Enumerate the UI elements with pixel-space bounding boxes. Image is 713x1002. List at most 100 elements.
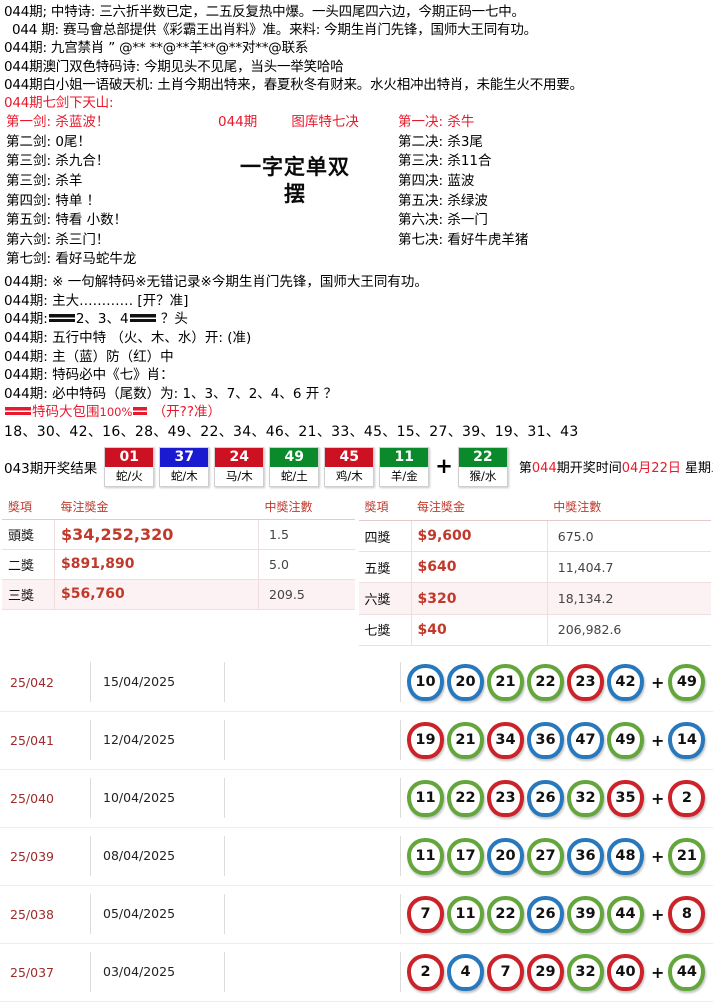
draw-ball: 32 xyxy=(567,953,604,991)
draw-id: 25/040 xyxy=(10,790,54,806)
next-draw-weekday: 二 xyxy=(711,461,713,476)
draw-date: 08/04/2025 xyxy=(90,836,225,877)
prize-level: 二獎 xyxy=(2,549,55,580)
draw-ball: 22 xyxy=(447,779,484,817)
divider-bar-icon xyxy=(48,313,75,325)
midtext-block: 044期: ※ 一句解特码※无错记录※今期生肖门先锋，国师大王同有功。 044期… xyxy=(0,273,713,442)
draw-special-ball: 2 xyxy=(668,779,706,817)
next-draw-prefix: 第 xyxy=(518,461,532,477)
plus-icon: + xyxy=(651,672,665,692)
plus-icon: + xyxy=(651,962,665,982)
prize-count: 11,404.7 xyxy=(547,551,711,584)
result-ball: 49 蛇/土 xyxy=(269,446,320,487)
draw-ball: 27 xyxy=(527,837,564,875)
table-row[interactable]: 25/040 10/04/2025 11 22 23 26 32 35 + 2 xyxy=(0,770,713,828)
result-ball-number: 11 xyxy=(380,447,429,467)
draw-date: 12/04/2025 xyxy=(90,720,225,761)
draw-ball: 4 xyxy=(447,953,484,991)
next-draw-period: 044 xyxy=(531,461,557,477)
result-label: 043期开奖结果 xyxy=(4,460,98,477)
result-ball-number: 22 xyxy=(458,447,507,467)
draw-ball: 42 xyxy=(607,663,644,701)
draw-ball: 36 xyxy=(527,721,564,759)
prize-level: 六獎 xyxy=(358,582,412,615)
table-row[interactable]: 25/038 05/04/2025 7 11 22 26 39 44 + 8 xyxy=(0,886,713,944)
decision-item: 第四决: 蓝波 xyxy=(398,173,475,189)
news-line: 044期澳门双色特码诗: 今期见头不见尾，当头一举笑哈哈 xyxy=(4,58,344,75)
draw-special-ball: 21 xyxy=(668,837,706,875)
decision-item: 第三决: 杀11合 xyxy=(398,153,492,170)
next-draw-info: 第044期开奖时间04月22日 星期二21:30 xyxy=(519,457,713,476)
table-row[interactable]: 25/042 15/04/2025 10 20 21 22 23 42 + 49 xyxy=(0,654,713,712)
result-ball-number: 45 xyxy=(325,447,374,467)
draw-ball: 19 xyxy=(407,721,444,759)
draw-balls: 11 17 20 27 36 48 + 21 xyxy=(401,837,708,875)
table-row-empty xyxy=(2,609,355,646)
table-row: 三獎 $56,760 209.5 xyxy=(2,579,355,610)
brush-slogan: 一字定单双 摆 xyxy=(200,153,390,207)
plus-icon: + xyxy=(651,788,665,808)
draw-ball: 7 xyxy=(487,953,524,991)
sword-item: 第三剑: 杀羊 xyxy=(6,173,83,189)
news-line-highlight: 044期七剑下天山: xyxy=(4,95,114,112)
draw-spacer xyxy=(225,662,401,703)
decision-item: 第一决: 杀牛 xyxy=(398,114,475,131)
draw-ball: 29 xyxy=(527,953,564,991)
draw-ball: 21 xyxy=(447,721,484,759)
table-row[interactable]: 25/037 03/04/2025 2 4 7 29 32 40 + 44 xyxy=(0,944,713,1002)
draw-special-ball: 14 xyxy=(668,721,706,759)
sword-item: 第六剑: 杀三门！ xyxy=(6,231,110,248)
midtext-line: 044期: 五行中特 （火、木、水）开: (准) xyxy=(4,330,252,346)
draw-ball: 17 xyxy=(447,837,484,875)
draw-ball: 48 xyxy=(607,837,644,875)
draw-spacer xyxy=(225,836,401,877)
decision-item: 第六决: 杀一门 xyxy=(398,212,488,229)
divider-bar-icon xyxy=(5,406,31,418)
package-numbers: 18、30、42、16、28、49、22、34、46、21、33、45、15、2… xyxy=(4,423,579,440)
prize-level: 頭獎 xyxy=(2,519,55,550)
news-block: 044期; 中特诗: 三六折半数已定，二五反复热中爆。一头四尾四六边，今期正码一… xyxy=(0,0,713,112)
prize-table-left: 獎項 每注獎金 中獎注數 頭獎 $34,252,320 1.5 二獎 $891,… xyxy=(2,495,355,646)
decision-item: 第五决: 杀绿波 xyxy=(398,192,488,209)
table-row[interactable]: 25/039 08/04/2025 11 17 20 27 36 48 + 21 xyxy=(0,828,713,886)
prize-count: 206,982.6 xyxy=(547,614,711,646)
prize-level: 四獎 xyxy=(358,520,412,553)
result-ball: 11 羊/金 xyxy=(379,446,430,487)
draw-special-ball: 49 xyxy=(668,663,706,701)
plus-icon: + xyxy=(435,454,453,479)
draw-date: 10/04/2025 xyxy=(90,778,225,819)
draw-ball: 47 xyxy=(567,721,604,759)
draw-balls: 2 4 7 29 32 40 + 44 xyxy=(401,953,708,991)
result-special-ball: 22 猴/水 xyxy=(457,446,508,487)
result-ball-zodiac: 猴/水 xyxy=(458,466,507,486)
result-ball-zodiac: 蛇/木 xyxy=(160,466,209,486)
draw-spacer xyxy=(225,778,401,819)
result-ball: 45 鸡/木 xyxy=(324,446,375,487)
table-row: 六獎 $320 18,134.2 xyxy=(358,582,711,615)
news-line: 044 期: 赛马會总部提供《彩霸王出肖料》准。来料: 今期生肖门先锋，国师大王… xyxy=(12,22,537,39)
midtext-line: 044期: 主（蓝）防（红）中 xyxy=(4,348,174,365)
prize-col-count: 中獎注數 xyxy=(547,495,711,521)
prize-col-level: 獎項 xyxy=(358,495,411,521)
news-line: 044期; 中特诗: 三六折半数已定，二五反复热中爆。一头四尾四六边，今期正码一… xyxy=(4,4,525,20)
draw-ball: 39 xyxy=(567,895,604,933)
table-row[interactable]: 25/041 12/04/2025 19 21 34 36 47 49 + 14 xyxy=(0,712,713,770)
draw-ball: 26 xyxy=(527,895,564,933)
midtext-line: 044期: ※ 一句解特码※无错记录※今期生肖门先锋，国师大王同有功。 xyxy=(4,274,428,291)
package-line: 特码大包围100% （开??准） xyxy=(4,403,709,422)
package-label: 特码大包围 xyxy=(32,404,100,421)
sword-item: 第三剑: 杀九合！ xyxy=(6,153,110,170)
midtext-line: 044期: 必中特码（尾数）为: 1、3、7、2、4、6 开 ？ xyxy=(4,385,338,402)
prize-col-count: 中獎注數 xyxy=(258,495,355,520)
midtext-line: 044期: 特码必中《七》肖： xyxy=(4,367,174,384)
draw-special-ball: 44 xyxy=(668,953,706,991)
result-ball-number: 01 xyxy=(105,447,154,467)
midtext-bar-prefix: 044期: xyxy=(4,311,48,328)
draw-ball: 22 xyxy=(527,663,564,701)
prize-table-right: 獎項 每注獎金 中獎注數 四獎 $9,600 675.0 五獎 $640 11,… xyxy=(358,495,711,646)
prize-level: 五獎 xyxy=(358,551,412,584)
draw-id: 25/039 xyxy=(10,848,54,864)
prize-col-amount: 每注獎金 xyxy=(411,495,548,521)
package-note: （开??准） xyxy=(152,404,222,421)
draw-ball: 11 xyxy=(447,895,484,933)
